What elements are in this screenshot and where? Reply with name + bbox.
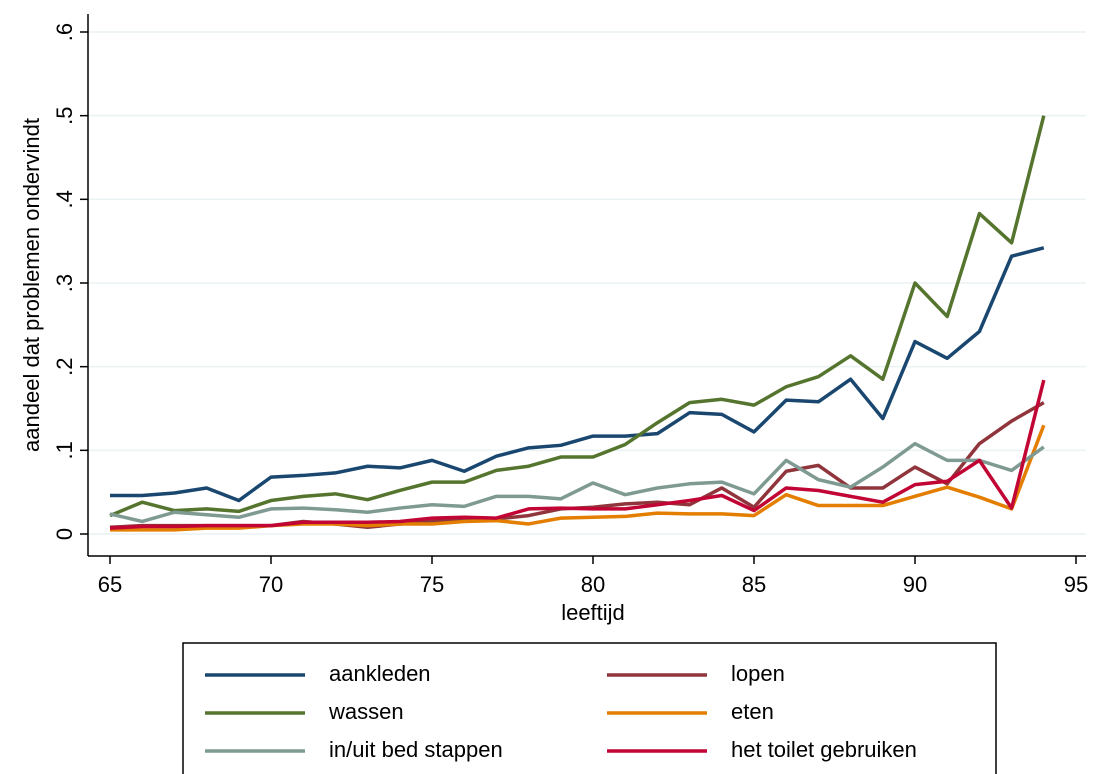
y-tick-label: .4 (52, 190, 77, 208)
x-tick-label: 95 (1064, 572, 1088, 597)
y-axis-label: aandeel dat problemen ondervindt (19, 118, 44, 452)
x-tick-label: 90 (903, 572, 927, 597)
y-tick-label: .3 (52, 274, 77, 292)
y-tick-label: 0 (52, 528, 77, 540)
legend-label: aankleden (329, 661, 431, 686)
y-tick-label: .6 (52, 23, 77, 41)
series-line (109, 115, 1046, 518)
series-line (109, 379, 1046, 530)
x-tick-label: 65 (98, 572, 122, 597)
legend-label: het toilet gebruiken (731, 737, 917, 762)
x-axis-label: leeftijd (561, 600, 625, 625)
series-line (109, 441, 1045, 524)
y-tick-label: .5 (52, 106, 77, 124)
y-tick-label: .1 (52, 441, 77, 459)
legend-box (182, 642, 997, 774)
legend-label: eten (731, 699, 774, 724)
y-tick-label: .2 (52, 357, 77, 375)
x-tick-label: 80 (581, 572, 605, 597)
x-tick-label: 85 (742, 572, 766, 597)
legend-label: wassen (328, 699, 404, 724)
x-tick-label: 70 (259, 572, 283, 597)
series-line (110, 246, 1045, 503)
legend-label: lopen (731, 661, 785, 686)
x-tick-label: 75 (420, 572, 444, 597)
legend-label: in/uit bed stappen (329, 737, 503, 762)
